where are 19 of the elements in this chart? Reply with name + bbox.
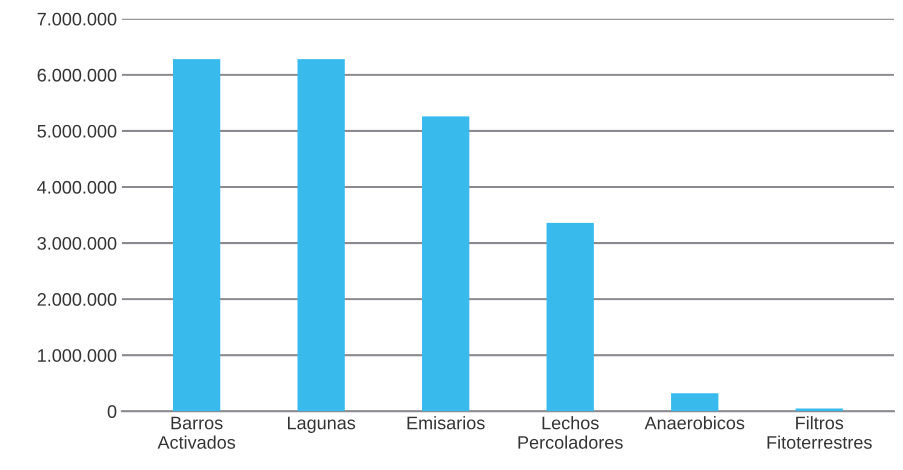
- x-tick-label: Emisarios: [408, 416, 485, 430]
- bar: [546, 222, 594, 412]
- y-tick-label: 4.000.000: [37, 180, 116, 194]
- y-tick-label: 2.000.000: [38, 293, 116, 306]
- x-tick-label: Anaerobicos: [644, 416, 744, 430]
- y-tick-label: 3.000.000: [37, 236, 116, 250]
- bar: [671, 393, 718, 412]
- x-tick-label: Lagunas: [288, 416, 356, 433]
- x-tick-label: Filtros Fitoterrestres: [768, 416, 872, 449]
- y-tick-label: 7.000.000: [38, 12, 116, 26]
- y-tick-label: 5.000.000: [37, 124, 116, 138]
- x-tick-label: Barros Activados: [158, 416, 236, 449]
- y-tick-label: 6.000.000: [38, 68, 116, 82]
- bar: [422, 116, 470, 412]
- y-tick-label: 1.000.000: [38, 349, 116, 362]
- bar: [297, 59, 345, 412]
- y-tick-label: 0: [108, 405, 116, 418]
- x-tick-label: Lechos Percoladores: [518, 416, 623, 449]
- bar: [172, 59, 220, 412]
